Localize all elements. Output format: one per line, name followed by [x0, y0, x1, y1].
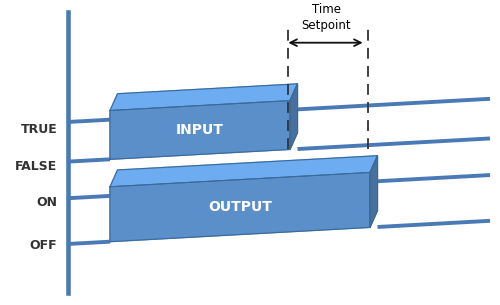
Text: ON: ON	[36, 196, 58, 209]
Text: Time
Setpoint: Time Setpoint	[301, 3, 351, 32]
Text: TRUE: TRUE	[21, 123, 58, 136]
Text: INPUT: INPUT	[176, 123, 224, 137]
Polygon shape	[110, 84, 298, 110]
Polygon shape	[110, 173, 370, 242]
Text: OFF: OFF	[30, 239, 58, 252]
Polygon shape	[370, 156, 378, 228]
Polygon shape	[290, 84, 298, 149]
Text: OUTPUT: OUTPUT	[208, 200, 272, 214]
Polygon shape	[110, 101, 290, 159]
Text: FALSE: FALSE	[15, 160, 58, 173]
Polygon shape	[110, 156, 378, 187]
